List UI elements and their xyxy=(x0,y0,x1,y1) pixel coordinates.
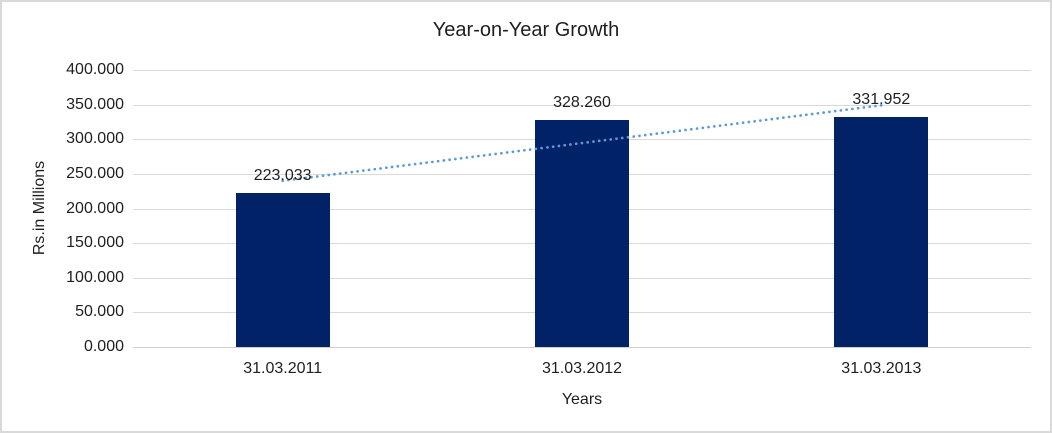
y-tick-label: 50.000 xyxy=(75,303,124,321)
y-tick-label: 0.000 xyxy=(83,338,124,355)
y-tick-label: 200.000 xyxy=(66,199,124,217)
y-tick-label: 300.000 xyxy=(66,130,124,148)
bar xyxy=(535,119,629,347)
gridline xyxy=(133,70,1031,71)
bar-value-label: 223.033 xyxy=(253,166,312,184)
chart-title: Year-on-Year Growth xyxy=(432,19,620,41)
x-axis-title: Years xyxy=(561,391,603,408)
bar-value-label: 328.260 xyxy=(553,93,611,111)
x-axis-line xyxy=(133,347,1031,348)
bar xyxy=(235,192,330,347)
bar xyxy=(834,117,929,347)
y-tick-label: 400.000 xyxy=(66,61,124,78)
bar-value-label: 331.952 xyxy=(852,91,911,109)
y-tick-label: 350.000 xyxy=(66,95,124,113)
x-tick-label: 31.03.2013 xyxy=(841,360,922,377)
plot-area: 223.033 328.260 331.952 xyxy=(133,70,1031,348)
x-tick-label: 31.03.2012 xyxy=(541,360,623,377)
y-tick-label: 100.000 xyxy=(66,268,124,286)
y-tick-label: 250.000 xyxy=(66,164,124,182)
y-tick-label: 150.000 xyxy=(66,234,124,252)
x-tick-label: 31.03.2011 xyxy=(243,360,323,377)
